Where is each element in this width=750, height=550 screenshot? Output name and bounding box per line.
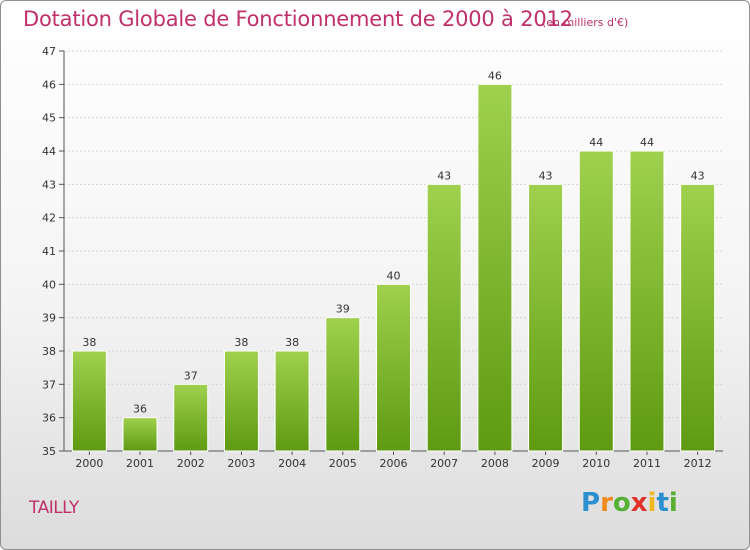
data-label: 39 — [336, 303, 350, 316]
logo-letter: o — [612, 488, 631, 518]
bar — [426, 183, 462, 452]
logo-letter: i — [647, 488, 657, 518]
y-tick-label: 36 — [42, 412, 56, 425]
data-label: 44 — [640, 136, 654, 149]
logo-letter: r — [600, 488, 613, 518]
logo-letter: t — [656, 488, 669, 518]
bar — [122, 417, 158, 452]
data-label: 43 — [691, 169, 705, 182]
logo-letter: x — [630, 488, 648, 518]
chart-subtitle: (en milliers d'€) — [542, 16, 629, 29]
y-tick-label: 35 — [42, 445, 56, 458]
bar — [274, 350, 310, 452]
y-tick-label: 46 — [42, 78, 56, 91]
y-tick-label: 42 — [42, 212, 56, 225]
data-label: 46 — [488, 69, 502, 82]
y-tick-label: 47 — [42, 45, 56, 58]
proxiti-logo: Proxiti — [581, 488, 678, 518]
data-label: 43 — [539, 169, 553, 182]
bar — [578, 150, 614, 452]
y-tick-label: 38 — [42, 345, 56, 358]
data-label: 44 — [589, 136, 603, 149]
x-tick-label: 2001 — [126, 457, 154, 470]
x-tick-label: 2009 — [532, 457, 560, 470]
data-label: 37 — [184, 369, 198, 382]
data-label: 43 — [437, 169, 451, 182]
y-tick-label: 37 — [42, 378, 56, 391]
x-tick-label: 2008 — [481, 457, 509, 470]
y-tick-label: 45 — [42, 112, 56, 125]
y-tick-label: 44 — [42, 145, 56, 158]
data-label: 38 — [285, 336, 299, 349]
commune-name: TAILLY — [29, 498, 79, 518]
x-tick-label: 2002 — [177, 457, 205, 470]
data-label: 38 — [82, 336, 96, 349]
chart-title: Dotation Globale de Fonctionnement de 20… — [23, 7, 573, 31]
data-label: 38 — [234, 336, 248, 349]
bar — [629, 150, 665, 452]
bar — [376, 283, 411, 452]
x-tick-label: 2010 — [582, 457, 610, 470]
x-tick-label: 2005 — [329, 457, 357, 470]
x-tick-label: 2004 — [278, 457, 306, 470]
bar — [223, 350, 259, 452]
y-tick-label: 41 — [42, 245, 56, 258]
x-tick-label: 2003 — [227, 457, 255, 470]
x-tick-label: 2011 — [633, 457, 661, 470]
bar — [173, 383, 209, 452]
data-label: 40 — [387, 269, 401, 282]
logo-letter: P — [581, 488, 601, 518]
y-tick-label: 43 — [42, 178, 56, 191]
logo-letter: i — [668, 488, 678, 518]
data-label: 36 — [133, 403, 147, 416]
y-tick-label: 40 — [42, 278, 56, 291]
bar — [325, 317, 361, 452]
bar — [680, 183, 716, 452]
x-tick-label: 2000 — [75, 457, 103, 470]
bar — [528, 183, 564, 452]
x-tick-label: 2006 — [380, 457, 408, 470]
bar — [71, 350, 107, 452]
x-tick-label: 2012 — [684, 457, 712, 470]
bar — [477, 83, 513, 452]
x-tick-label: 2007 — [430, 457, 458, 470]
y-tick-label: 39 — [42, 312, 56, 325]
